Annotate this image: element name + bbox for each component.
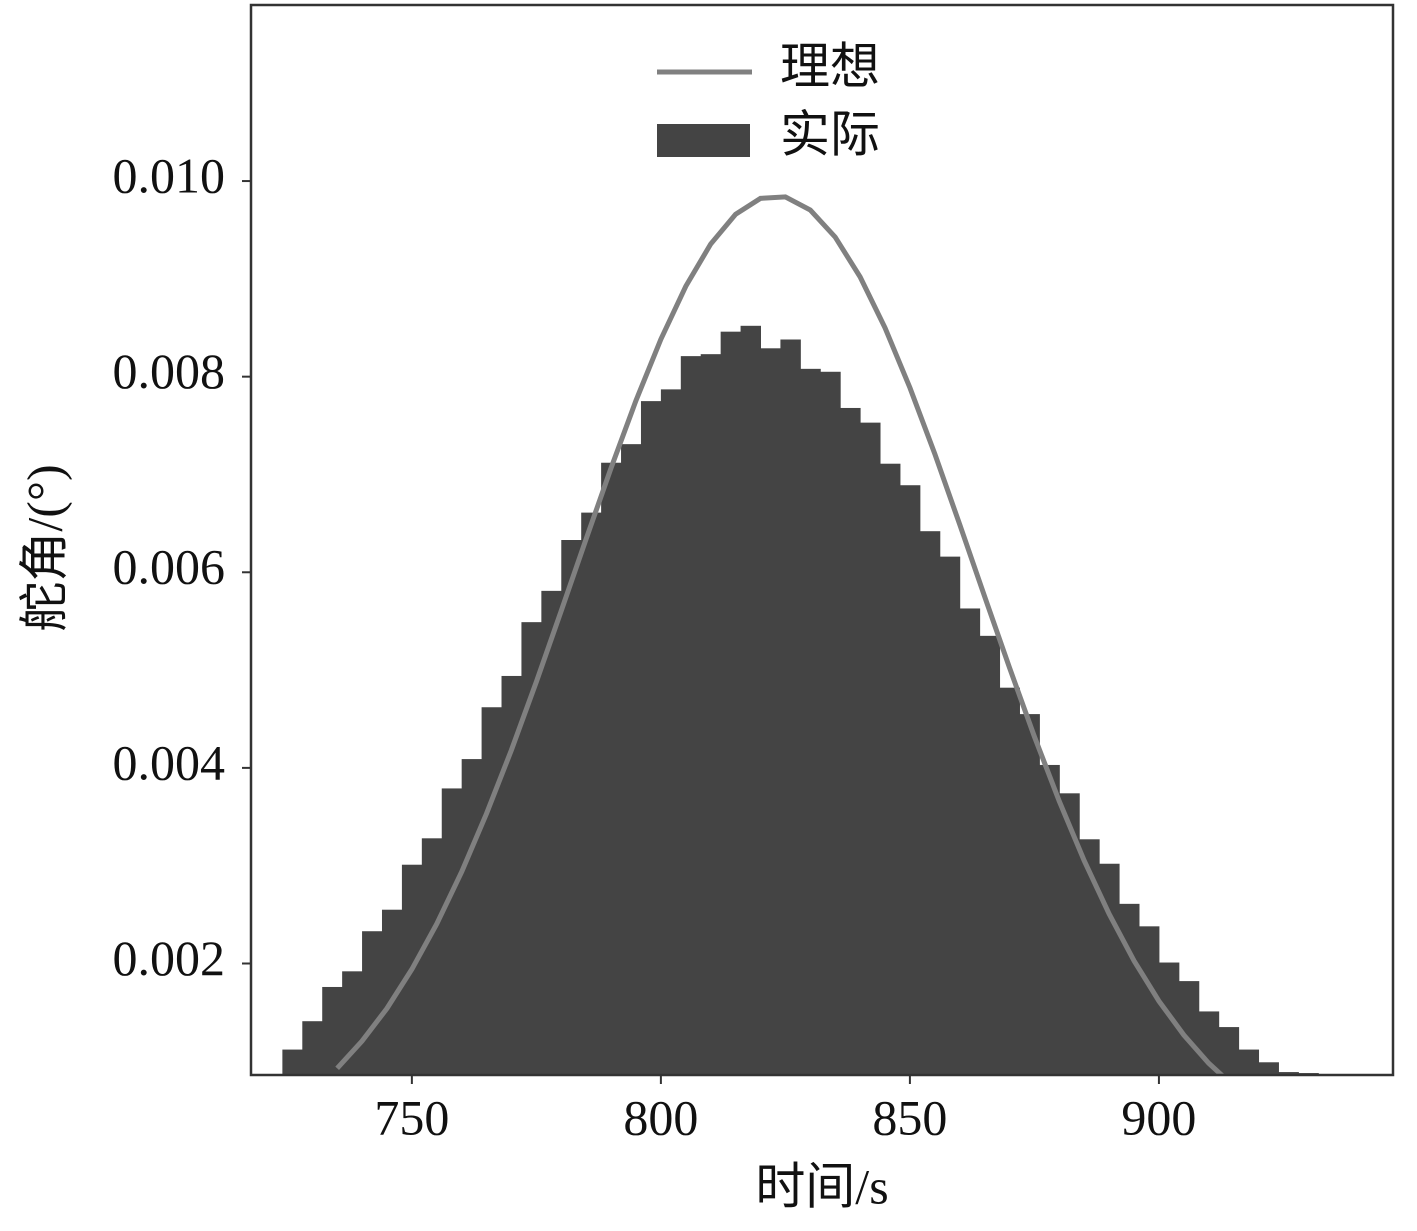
histogram-bar (640, 401, 662, 1075)
y-tick-label: 0.004 (113, 734, 226, 790)
histogram-bar (899, 485, 921, 1075)
histogram-bar (441, 788, 463, 1075)
histogram-bar (840, 407, 861, 1075)
histogram-bar (1059, 793, 1080, 1075)
histogram-bar (720, 331, 742, 1075)
histogram-bar (700, 354, 722, 1075)
legend-swatch (657, 124, 750, 157)
histogram-bar (1099, 863, 1120, 1075)
histogram-bar (1178, 981, 1200, 1075)
y-tick-label: 0.002 (113, 930, 226, 986)
histogram-bar (919, 531, 941, 1075)
histogram-bar (1278, 1072, 1299, 1075)
histogram-bar (660, 389, 682, 1075)
histogram-bar (541, 590, 562, 1075)
histogram-bar (760, 348, 781, 1075)
histogram-bar (421, 838, 443, 1075)
histogram-bar (979, 635, 1001, 1075)
y-tick-label: 0.006 (113, 539, 226, 595)
histogram-bar (1079, 839, 1100, 1075)
histogram-bar (1238, 1049, 1260, 1075)
histogram-bar (1139, 926, 1160, 1075)
plot-area (282, 194, 1319, 1075)
histogram-bar (1039, 764, 1060, 1075)
histogram-bar (959, 608, 981, 1075)
histogram-bar (501, 675, 522, 1075)
x-axis-label: 时间/s (755, 1158, 888, 1214)
histogram-bar (880, 463, 901, 1075)
histogram-bar (800, 368, 821, 1075)
histogram-bar (362, 931, 383, 1075)
histogram-bar (740, 325, 761, 1075)
histogram-bar (1218, 1027, 1240, 1075)
histogram-bar (860, 422, 881, 1075)
histogram-bar (680, 356, 702, 1075)
x-tick-label: 850 (872, 1089, 947, 1145)
histogram-bar (1258, 1062, 1279, 1075)
histogram-bar (820, 371, 841, 1075)
histogram-bar (1019, 714, 1040, 1075)
histogram-bar (521, 622, 542, 1075)
histogram-bar (780, 339, 801, 1075)
y-axis-label: 舵角/(°) (16, 464, 72, 631)
histogram-bar (999, 687, 1020, 1075)
histogram-bar (1119, 903, 1140, 1075)
histogram-bar (381, 909, 403, 1075)
y-tick-label: 0.010 (113, 148, 226, 204)
histogram-bar (561, 540, 582, 1075)
histogram-bar (461, 759, 483, 1075)
histogram-bar (282, 1049, 303, 1075)
x-tick-label: 750 (374, 1089, 449, 1145)
legend-label: 理想 (780, 38, 880, 94)
ideal-line (335, 194, 1226, 1075)
x-tick-label: 900 (1121, 1089, 1196, 1145)
histogram-bar (302, 1021, 323, 1075)
legend-label: 实际 (780, 106, 880, 162)
histogram-bar (939, 556, 961, 1075)
histogram-bar (581, 512, 602, 1075)
x-tick-label: 800 (623, 1089, 698, 1145)
histogram-bar (601, 462, 622, 1075)
histogram-bar (481, 707, 503, 1075)
plot-frame (249, 3, 1395, 1077)
histogram-bar (322, 986, 343, 1075)
y-tick-label: 0.008 (113, 343, 226, 399)
histogram-bar (621, 444, 642, 1075)
